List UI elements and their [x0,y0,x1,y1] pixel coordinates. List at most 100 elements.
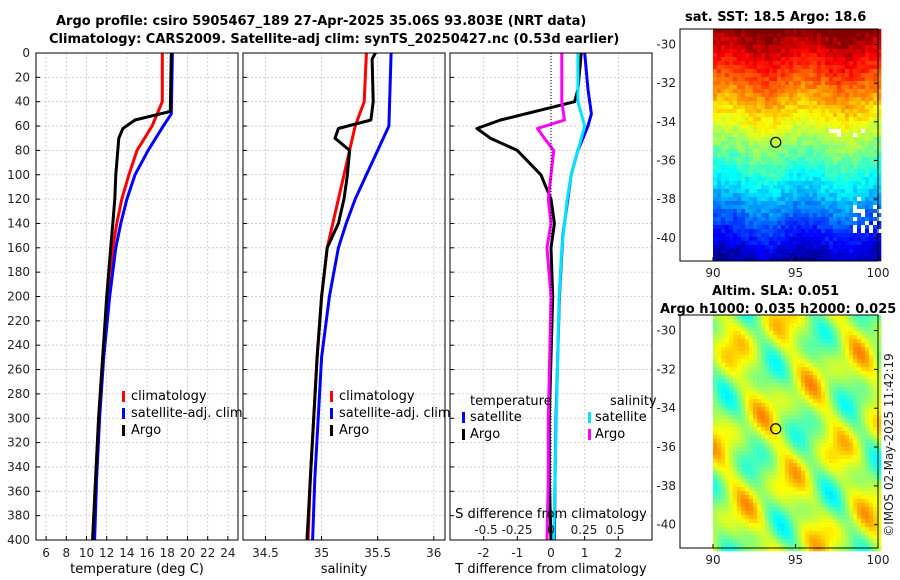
map-cell [877,463,882,468]
map-cell [765,93,770,98]
map-cell [841,201,846,206]
map-cell [741,141,746,146]
map-cell [877,157,882,162]
map-cell [765,511,770,516]
map-cell [737,423,742,428]
map-cell [793,149,798,154]
map-cell [725,253,730,258]
map-cell [809,233,814,238]
map-cell [753,181,758,186]
map-cell [761,125,766,130]
map-cell [785,351,790,356]
map-cell [821,249,826,254]
map-cell [805,387,810,392]
map-cell [849,181,854,186]
map-cell [753,491,758,496]
map-cell [829,479,834,484]
map-cell [821,511,826,516]
map-cell [721,41,726,46]
map-cell [761,201,766,206]
map-cell [725,105,730,110]
map-cell [761,185,766,190]
map-cell [793,339,798,344]
map-cell [737,343,742,348]
map-cell [765,161,770,166]
map-cell [849,511,854,516]
map-cell [761,253,766,258]
map-cell [733,77,738,82]
map-cell [769,49,774,54]
map-cell [789,241,794,246]
map-cell [865,343,870,348]
map-cell [725,209,730,214]
map-cell [833,515,838,520]
map-cell [713,253,718,258]
map-cell [789,451,794,456]
map-cell [773,169,778,174]
map-cell [773,499,778,504]
map-cell [873,257,878,262]
map-cell [781,375,786,380]
map-cell [745,371,750,376]
map-cell [729,367,734,372]
map-cell [721,85,726,90]
map-cell [837,387,842,392]
map-cell [877,53,882,58]
map-cell [773,391,778,396]
map-cell [745,387,750,392]
map-cell [725,29,730,34]
map-cell [861,359,866,364]
map-cell [793,41,798,46]
map-cell [725,343,730,348]
map-cell [781,423,786,428]
map-cell [781,53,786,58]
map-cell [837,165,842,170]
map-cell [817,375,822,380]
map-cell [777,149,782,154]
map-cell [837,443,842,448]
map-cell [757,387,762,392]
map-cell [737,205,742,210]
map-cell [845,355,850,360]
map-cell [829,29,834,34]
map-cell [729,331,734,336]
map-cell [749,149,754,154]
map-cell [841,77,846,82]
map-cell [853,73,858,78]
map-cell [721,169,726,174]
map-cell [817,85,822,90]
map-cell [737,447,742,452]
map-cell [865,41,870,46]
map-y-tick-label: -40 [656,231,676,245]
map-cell [773,165,778,170]
map-cell [813,213,818,218]
map-cell [773,471,778,476]
map-cell [753,523,758,528]
map-cell [717,363,722,368]
map-cell [757,229,762,234]
map-cell [841,491,846,496]
map-cell [789,387,794,392]
map-cell [865,459,870,464]
map-cell [877,133,882,138]
map-cell [785,507,790,512]
map-cell [797,391,802,396]
map-cell [777,531,782,536]
map-cell [713,73,718,78]
map-cell [789,375,794,380]
map-cell [877,253,882,258]
map-cell [865,213,870,218]
map-cell [741,65,746,70]
map-cell [789,205,794,210]
map-cell [749,177,754,182]
map-cell [825,455,830,460]
map-cell [853,165,858,170]
map-cell [853,447,858,452]
map-cell [789,41,794,46]
map-cell [761,471,766,476]
map-cell [833,443,838,448]
map-cell [861,443,866,448]
map-cell [865,319,870,324]
map-cell [721,117,726,122]
map-cell [769,93,774,98]
